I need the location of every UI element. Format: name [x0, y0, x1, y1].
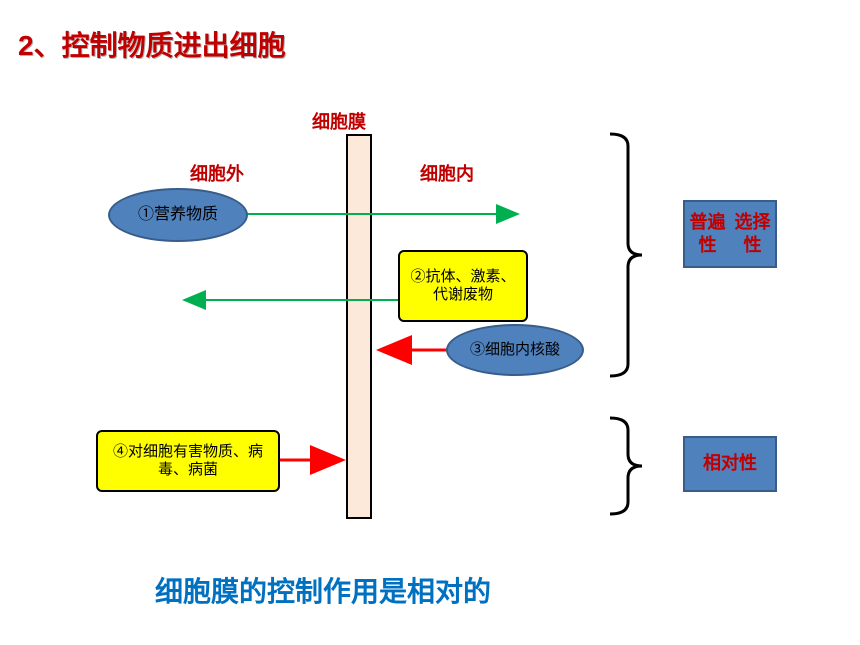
membrane-bar [346, 134, 372, 519]
brace-bottom [610, 418, 642, 514]
bottom-conclusion: 细胞膜的控制作用是相对的 [155, 570, 491, 610]
box-relative: 相对性 [683, 436, 777, 492]
box-universal: 普遍性选择性 [683, 200, 777, 268]
ellipse-nutrient: ①营养物质 [108, 188, 248, 242]
ellipse-nucleic: ③细胞内核酸 [446, 324, 584, 376]
membrane-label: 细胞膜 [312, 108, 366, 134]
inside-label: 细胞内 [420, 160, 474, 186]
page-title: 2、控制物质进出细胞 [18, 24, 286, 64]
rect-antibody: ②抗体、激素、代谢废物 [398, 250, 528, 322]
rect-harmful: ④对细胞有害物质、病毒、病菌 [96, 430, 280, 492]
arrows-layer [0, 0, 860, 645]
outside-label: 细胞外 [190, 160, 244, 186]
brace-top [610, 134, 642, 376]
